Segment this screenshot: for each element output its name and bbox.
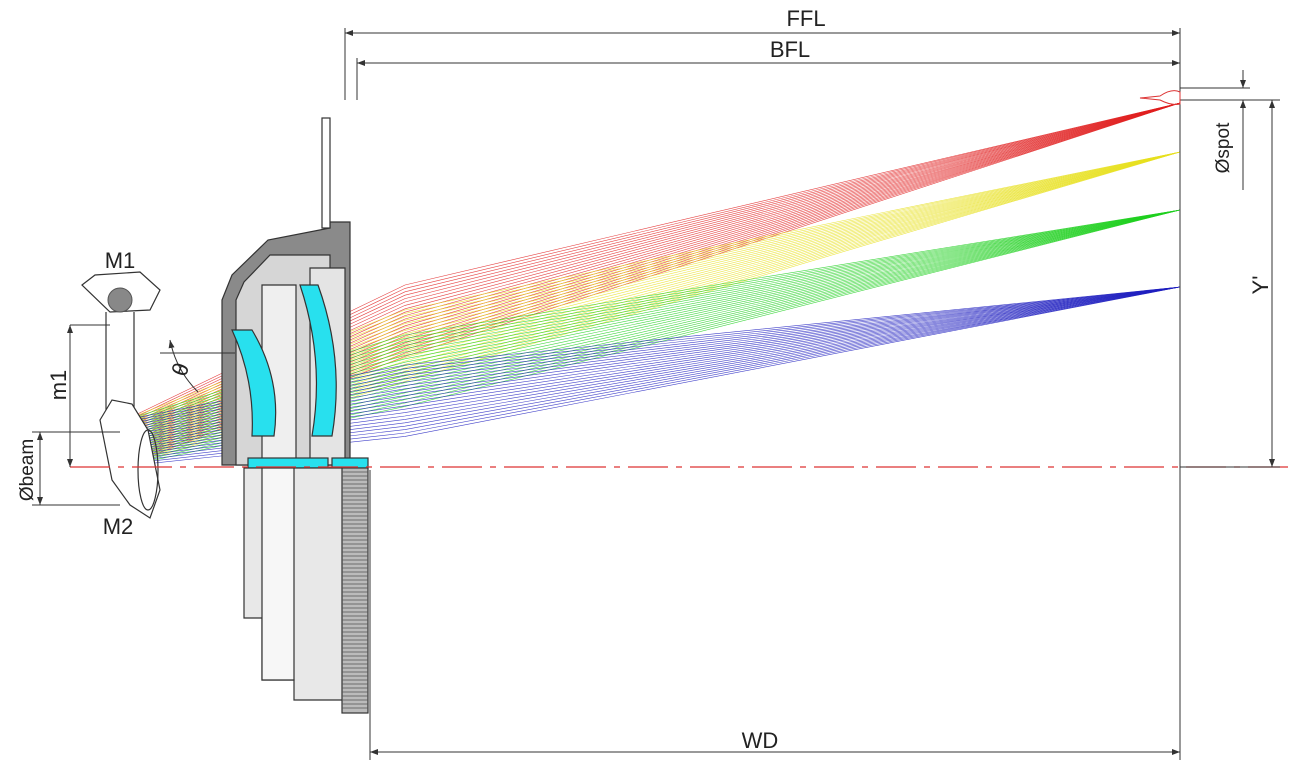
ray-fans (124, 102, 1181, 467)
ray (124, 209, 1181, 449)
ray (124, 209, 1181, 421)
ray (124, 209, 1181, 438)
ray (124, 209, 1181, 465)
ray (124, 151, 1181, 434)
ray (124, 286, 1181, 443)
ray (124, 209, 1181, 425)
ray (124, 209, 1181, 447)
ray (124, 286, 1181, 423)
ray (124, 286, 1181, 463)
ray (124, 286, 1181, 454)
ray (124, 286, 1181, 447)
ray (124, 151, 1181, 430)
ray (124, 286, 1181, 434)
ray (124, 102, 1181, 465)
ray (124, 102, 1181, 445)
dimensions (32, 28, 1280, 760)
ray (124, 102, 1181, 438)
ray (124, 102, 1181, 454)
ray (124, 151, 1181, 421)
ray (124, 102, 1181, 441)
ray (124, 209, 1181, 454)
ray (124, 286, 1181, 441)
ray (124, 151, 1181, 427)
ray (124, 286, 1181, 452)
ray (124, 102, 1181, 430)
mirrors (81, 271, 161, 519)
ray (124, 102, 1181, 427)
wd-label: WD (742, 728, 779, 753)
ray (124, 102, 1181, 456)
ray (124, 286, 1181, 456)
ray (124, 286, 1181, 425)
mirror1-label: M1 (105, 248, 136, 273)
ray (124, 151, 1181, 432)
ray (124, 209, 1181, 423)
ray (124, 102, 1181, 443)
ray (124, 102, 1181, 432)
ray (124, 209, 1181, 467)
mirror2-label: M2 (103, 514, 134, 539)
ray (124, 209, 1181, 460)
ray (124, 102, 1181, 467)
spot-label: Øspot (1213, 122, 1234, 173)
ray (124, 102, 1181, 425)
bfl-label: BFL (770, 37, 810, 62)
lens-housing (221, 117, 369, 714)
ray (124, 286, 1181, 430)
ray (124, 286, 1181, 449)
ray (124, 209, 1181, 456)
ray (124, 102, 1181, 447)
ray (124, 209, 1181, 430)
ray (124, 102, 1181, 434)
ffl-label: FFL (786, 6, 825, 31)
ray (124, 286, 1181, 436)
ray (124, 102, 1181, 421)
ray (124, 286, 1181, 438)
ray (124, 286, 1181, 465)
ray (124, 151, 1181, 425)
ray (124, 209, 1181, 443)
knurl (342, 471, 368, 709)
ray (124, 102, 1181, 463)
ray (124, 286, 1181, 445)
ray (124, 102, 1181, 436)
ray (124, 209, 1181, 458)
ray (124, 286, 1181, 458)
ray (124, 286, 1181, 432)
beam-label: Øbeam (17, 439, 38, 501)
ray (124, 102, 1181, 423)
ray (124, 209, 1181, 434)
ray (124, 209, 1181, 441)
theta-label: θ (167, 359, 195, 379)
ray (124, 286, 1181, 467)
ray (124, 102, 1181, 460)
ray (124, 102, 1181, 458)
ray (124, 209, 1181, 463)
ray (124, 209, 1181, 452)
ray (124, 209, 1181, 445)
ray (124, 151, 1181, 423)
y-prime-label: Y' (1248, 276, 1273, 295)
ray (124, 209, 1181, 436)
ray (124, 286, 1181, 427)
ray (124, 102, 1181, 452)
ray (124, 102, 1181, 449)
m1-distance-label: m1 (46, 370, 71, 401)
ray (124, 209, 1181, 427)
ray (124, 209, 1181, 432)
ray (124, 286, 1181, 460)
ray (124, 286, 1181, 421)
